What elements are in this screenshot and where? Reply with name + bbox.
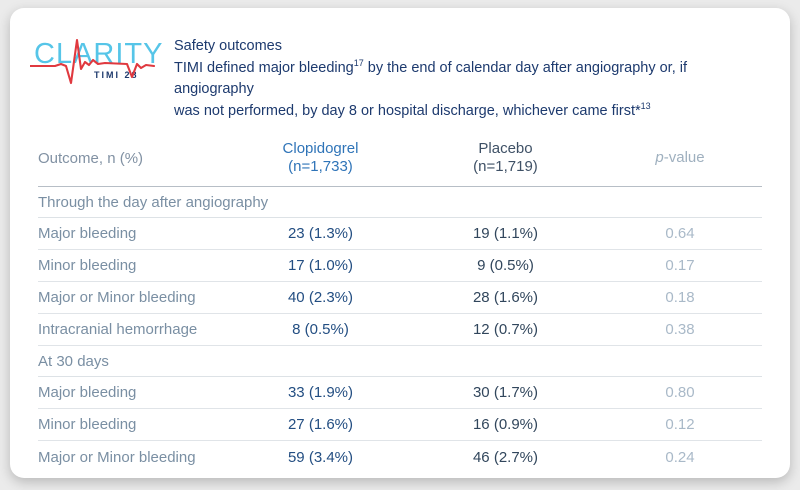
cell-outcome: Major bleeding (38, 225, 137, 243)
title-line2-rest: by the end of calendar day after angiogr… (174, 59, 688, 97)
cell-outcome: Major or Minor bleeding (38, 289, 196, 307)
title-line2: TIMI defined major bleeding17 by the end… (174, 57, 764, 100)
cell-clopidogrel: 17 (1.0%) (287, 257, 354, 275)
cell-p: 0.64 (665, 225, 695, 243)
cell-outcome: Minor bleeding (38, 416, 137, 434)
cell-clopidogrel: 23 (1.3%) (287, 225, 354, 243)
cell-clopidogrel: 27 (1.6%) (287, 416, 354, 434)
title-line2-text: TIMI defined major bleeding (174, 59, 354, 76)
cell-placebo: 16 (0.9%) (472, 416, 539, 434)
cell-p: 0.24 (665, 448, 695, 466)
cell-clopidogrel: 40 (2.3%) (287, 289, 354, 307)
logo-sub-text: TIMI 28 (94, 70, 139, 80)
cell-p: 0.12 (665, 416, 695, 434)
table-row: Intracranial hemorrhage 8 (0.5%) 12 (0.7%)… (38, 314, 762, 347)
clopidogrel-n: (n=1,733) (288, 158, 353, 176)
table-row: Minor bleeding 17 (1.0%) 9 (0.5%) 0.17 (38, 250, 762, 283)
cell-p: 0.18 (665, 289, 695, 307)
cell-p: 0.17 (665, 257, 695, 275)
title-line3-reference: 13 (640, 100, 651, 111)
table-row: Major or Minor bleeding 40 (2.3%) 28 (1.6%… (38, 282, 762, 315)
cell-outcome: Major bleeding (38, 384, 137, 402)
pvalue-rest: -value (663, 149, 705, 167)
section-header: At 30 days (38, 346, 762, 378)
pvalue-p: p (655, 149, 664, 167)
table-body: Through the day after angiography Major b… (38, 187, 762, 473)
cell-placebo: 12 (0.7%) (472, 321, 539, 339)
cell-p: 0.80 (665, 384, 695, 402)
cell-placebo: 30 (1.7%) (472, 384, 539, 402)
table-header-row: Outcome, n (%) Clopidogrel (n=1,733) Pla… (38, 136, 762, 188)
cell-clopidogrel: 33 (1.9%) (287, 384, 354, 402)
placebo-label: Placebo (478, 139, 533, 157)
column-header-clopidogrel: Clopidogrel (n=1,733) (228, 140, 413, 178)
clopidogrel-label: Clopidogrel (282, 139, 359, 157)
header: CLARITY TIMI 28 Safety outcomes TIMI def… (10, 8, 790, 122)
cell-outcome: Major or Minor bleeding (38, 448, 196, 466)
column-header-pvalue: p-value (598, 149, 762, 168)
cell-clopidogrel: 8 (0.5%) (292, 321, 349, 339)
table-row: Minor bleeding 27 (1.6%) 16 (0.9%) 0.12 (38, 409, 762, 442)
content-card: CLARITY TIMI 28 Safety outcomes TIMI def… (10, 8, 790, 478)
cell-clopidogrel: 59 (3.4%) (287, 448, 354, 466)
title-safety-outcomes: Safety outcomes (174, 38, 282, 54)
clarity-timi28-logo: CLARITY TIMI 28 (30, 34, 162, 88)
cell-outcome: Minor bleeding (38, 257, 137, 275)
cell-p: 0.38 (665, 321, 695, 339)
column-header-outcome: Outcome, n (%) (38, 149, 144, 167)
table-row: Major bleeding 23 (1.3%) 19 (1.1%) 0.64 (38, 218, 762, 251)
cell-placebo: 9 (0.5%) (477, 257, 534, 275)
page-title-block: Safety outcomes TIMI defined major bleed… (174, 34, 764, 122)
cell-placebo: 46 (2.7%) (472, 448, 539, 466)
title-line3: was not performed, by day 8 or hospital … (174, 100, 764, 122)
title-line3-text: was not performed, by day 8 or hospital … (174, 102, 641, 119)
ecg-heartbeat-icon (30, 38, 156, 85)
outcomes-table: Outcome, n (%) Clopidogrel (n=1,733) Pla… (38, 136, 762, 474)
column-header-placebo: Placebo (n=1,719) (413, 140, 598, 178)
table-row: Major bleeding 33 (1.9%) 30 (1.7%) 0.80 (38, 377, 762, 410)
table-row: Major or Minor bleeding 59 (3.4%) 46 (2.7%… (38, 441, 762, 473)
title-line2-reference: 17 (353, 58, 364, 69)
cell-outcome: Intracranial hemorrhage (38, 321, 198, 339)
cell-placebo: 19 (1.1%) (472, 225, 539, 243)
title-line1: Safety outcomes (174, 36, 764, 57)
placebo-n: (n=1,719) (473, 158, 538, 176)
cell-placebo: 28 (1.6%) (472, 289, 539, 307)
section-header: Through the day after angiography (38, 187, 762, 219)
